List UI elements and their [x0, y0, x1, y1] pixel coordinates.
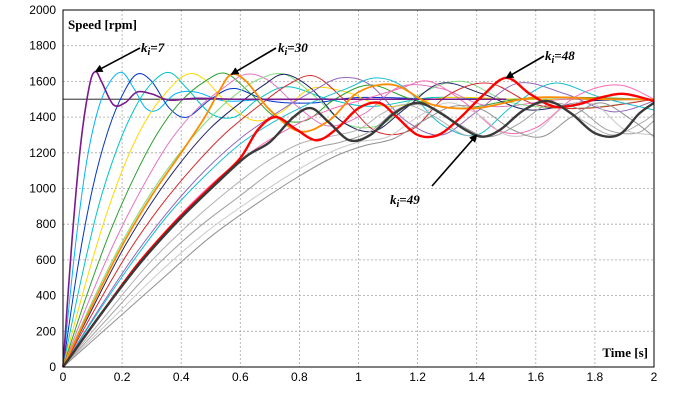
- y-tick-labels: 0 200 400 600 800 1000 1200 1400 1600 1800 2000: [29, 3, 56, 374]
- series-group: [62, 70, 655, 368]
- y-tick-label: 2000: [29, 3, 56, 17]
- chart-grid: [63, 10, 654, 367]
- y-tick-label: 0: [49, 360, 56, 374]
- x-tick-label: 1.2: [409, 370, 426, 384]
- y-tick-label: 1800: [29, 39, 56, 53]
- x-tick-label: 1.4: [468, 370, 485, 384]
- series-line-ki-15: [62, 71, 625, 368]
- series-line-ki-51: [62, 102, 655, 368]
- y-tick-label: 1200: [29, 146, 56, 160]
- series-line-ki-50: [62, 101, 655, 368]
- x-tick-label: 1.6: [527, 370, 544, 384]
- annotation-label: ki=30: [278, 40, 308, 58]
- y-axis-title: Speed [rpm]: [68, 17, 137, 32]
- x-tick-label: 0.4: [173, 370, 190, 384]
- series-line-ki-7: [62, 70, 507, 368]
- series-line-ki-48: [62, 76, 655, 368]
- x-tick-label: 1.8: [587, 370, 604, 384]
- series-line-ki-30: [62, 72, 655, 368]
- series-line-ki-39: [62, 76, 655, 368]
- annotation-arrow: [230, 47, 277, 75]
- y-tick-label: 800: [36, 217, 56, 231]
- x-tick-label: 0.6: [232, 370, 249, 384]
- y-tick-label: 400: [36, 289, 56, 303]
- annotations-group: ki=7 ki=30 ki=48 ki=49: [94, 40, 575, 210]
- x-axis-title: Time [s]: [602, 345, 648, 360]
- series-line-ki-33: [62, 73, 655, 368]
- series-line-ki-18: [62, 73, 625, 368]
- annotation-label: ki=48: [545, 48, 575, 66]
- x-tick-label: 0.2: [114, 370, 131, 384]
- x-tick-label: 0: [60, 370, 67, 384]
- series-line-ki-12: [62, 73, 536, 368]
- annotation-arrow: [431, 134, 478, 187]
- x-tick-label: 1: [355, 370, 362, 384]
- plot-area-border: [62, 9, 655, 368]
- y-tick-label: 200: [36, 324, 56, 338]
- x-tick-labels: 0 0.2 0.4 0.6 0.8 1 1.2 1.4 1.6 1.8 2: [60, 370, 658, 384]
- y-tick-label: 600: [36, 253, 56, 267]
- x-tick-label: 0.8: [291, 370, 308, 384]
- series-line-ki-53: [62, 102, 655, 368]
- annotation-label: ki=49: [390, 192, 420, 210]
- series-line-ki-49: [62, 99, 655, 368]
- y-tick-label: 1600: [29, 74, 56, 88]
- annotation-arrow: [505, 55, 545, 79]
- annotation-label: ki=7: [141, 40, 165, 58]
- y-tick-label: 1000: [29, 182, 56, 196]
- x-tick-label: 2: [651, 370, 658, 384]
- y-tick-label: 1400: [29, 110, 56, 124]
- annotation-arrow: [94, 47, 141, 73]
